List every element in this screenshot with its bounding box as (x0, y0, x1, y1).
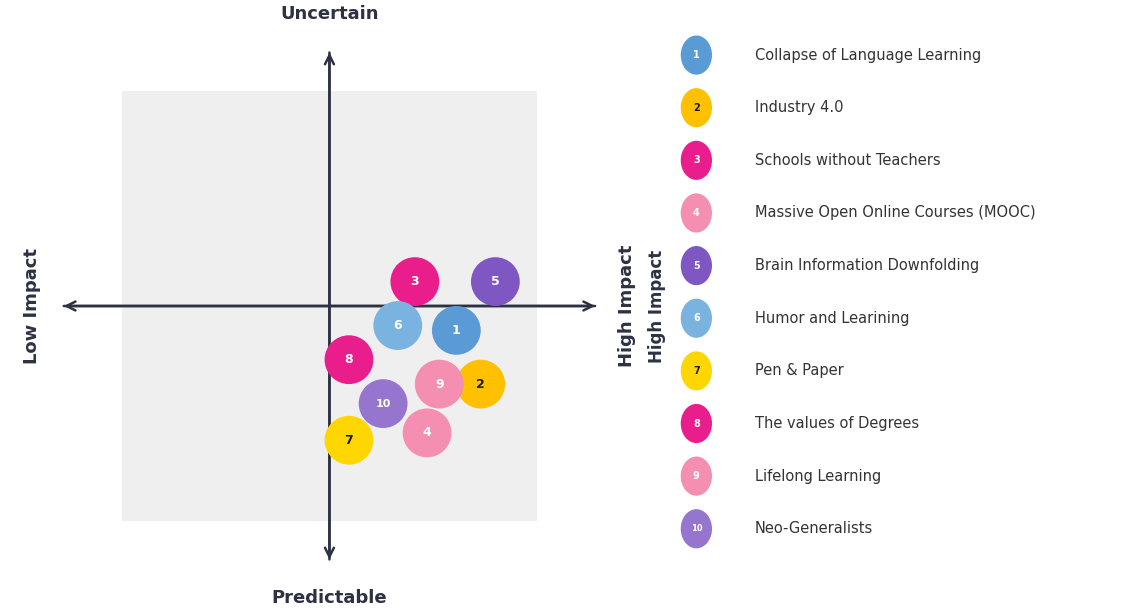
Circle shape (325, 416, 374, 465)
Text: 9: 9 (693, 471, 700, 481)
Text: 1: 1 (693, 50, 700, 60)
Text: 6: 6 (693, 313, 700, 323)
Circle shape (680, 193, 712, 233)
Text: 3: 3 (410, 275, 419, 288)
Text: 5: 5 (491, 275, 500, 288)
Circle shape (680, 35, 712, 75)
Text: Neo-Generalists: Neo-Generalists (755, 521, 874, 536)
Text: 7: 7 (693, 366, 700, 376)
Text: 8: 8 (344, 353, 353, 366)
Text: Predictable: Predictable (272, 589, 387, 607)
Text: 4: 4 (693, 208, 700, 218)
Text: Collapse of Language Learning: Collapse of Language Learning (755, 48, 982, 62)
Text: 9: 9 (435, 378, 443, 390)
Text: Massive Open Online Courses (MOOC): Massive Open Online Courses (MOOC) (755, 206, 1036, 220)
Circle shape (680, 351, 712, 390)
Text: 8: 8 (693, 419, 700, 428)
Text: High Impact: High Impact (649, 249, 667, 363)
Text: Low Impact: Low Impact (23, 248, 41, 364)
Circle shape (680, 509, 712, 548)
Circle shape (457, 360, 506, 408)
Text: 1: 1 (452, 324, 461, 337)
Bar (122, 91, 537, 521)
Text: 10: 10 (691, 524, 702, 533)
Text: 2: 2 (693, 103, 700, 113)
Text: Brain Information Downfolding: Brain Information Downfolding (755, 258, 979, 273)
Circle shape (374, 301, 423, 350)
Text: Humor and Learining: Humor and Learining (755, 311, 910, 326)
Text: Schools without Teachers: Schools without Teachers (755, 153, 941, 168)
Text: 7: 7 (344, 434, 353, 447)
Circle shape (415, 360, 463, 408)
Circle shape (432, 306, 481, 355)
Text: Pen & Paper: Pen & Paper (755, 364, 844, 378)
Text: Industry 4.0: Industry 4.0 (755, 100, 844, 115)
Text: 4: 4 (423, 427, 432, 439)
Text: 6: 6 (393, 319, 402, 332)
Circle shape (680, 141, 712, 180)
Text: 3: 3 (693, 155, 700, 165)
Text: The values of Degrees: The values of Degrees (755, 416, 919, 431)
Text: High Impact: High Impact (618, 245, 636, 367)
Circle shape (680, 88, 712, 127)
Text: 10: 10 (375, 398, 391, 409)
Circle shape (680, 246, 712, 285)
Text: 5: 5 (693, 261, 700, 271)
Circle shape (680, 457, 712, 496)
Text: Lifelong Learning: Lifelong Learning (755, 469, 882, 483)
Circle shape (359, 379, 408, 428)
Text: Uncertain: Uncertain (281, 5, 378, 23)
Circle shape (391, 257, 440, 306)
Circle shape (471, 257, 520, 306)
Circle shape (325, 335, 374, 384)
Circle shape (680, 299, 712, 338)
Circle shape (680, 404, 712, 443)
Circle shape (402, 408, 451, 457)
Text: 2: 2 (476, 378, 485, 390)
